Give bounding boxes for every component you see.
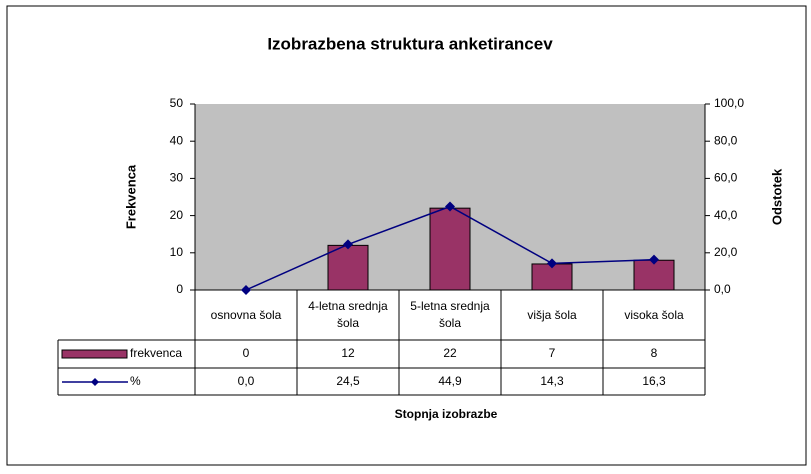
y2-tick-label: 20,0 [714, 245, 738, 259]
table-cell: visoka šola [624, 307, 684, 322]
table-cell: 7 [548, 346, 556, 360]
y2-axis-title: Odstotek [769, 168, 784, 225]
x-axis-title: Stopnja izobrazbe [395, 407, 498, 421]
legend-key [91, 378, 99, 386]
legend-label: % [130, 374, 141, 388]
y2-tick-label: 40,0 [714, 208, 738, 222]
y-tick-label: 0 [176, 282, 183, 296]
marker [649, 254, 659, 265]
marker [547, 258, 557, 269]
y-tick-label: 20 [170, 208, 184, 222]
table-cell: osnovna šola [210, 307, 282, 322]
legend-label: frekvenca [130, 346, 183, 360]
legend-key [61, 349, 128, 359]
table-cell: višja šola [527, 307, 577, 322]
bar [327, 244, 369, 291]
table-cell: 22 [443, 346, 457, 360]
table-cell: 16,3 [642, 374, 666, 388]
table-cell: 24,5 [336, 374, 360, 388]
y-tick-label: 40 [170, 133, 184, 147]
chart-title: Izobrazbena struktura anketirancev [267, 34, 553, 53]
table-cell: 12 [341, 346, 355, 360]
y2-tick-label: 0,0 [714, 282, 731, 296]
table-cell: 14,3 [540, 374, 564, 388]
marker [445, 201, 455, 212]
table-cell: 8 [650, 346, 658, 360]
table-cell: 0 [242, 346, 250, 360]
table-cell: 0,0 [237, 374, 255, 388]
table-cell: 4-letna srednja šola [308, 299, 388, 330]
y-axis-title: Frekvenca [123, 164, 138, 229]
bar [633, 259, 675, 291]
y2-tick-label: 60,0 [714, 171, 738, 185]
bar [429, 207, 471, 291]
marker [343, 239, 353, 250]
table-cell: 44,9 [438, 374, 462, 388]
y-tick-label: 50 [170, 96, 184, 110]
marker [241, 285, 251, 295]
table-cell: 5-letna srednja šola [410, 299, 490, 330]
y-tick-label: 30 [170, 171, 184, 185]
y-tick-label: 10 [170, 245, 184, 259]
y2-tick-label: 100,0 [714, 96, 744, 110]
y2-tick-label: 80,0 [714, 133, 738, 147]
